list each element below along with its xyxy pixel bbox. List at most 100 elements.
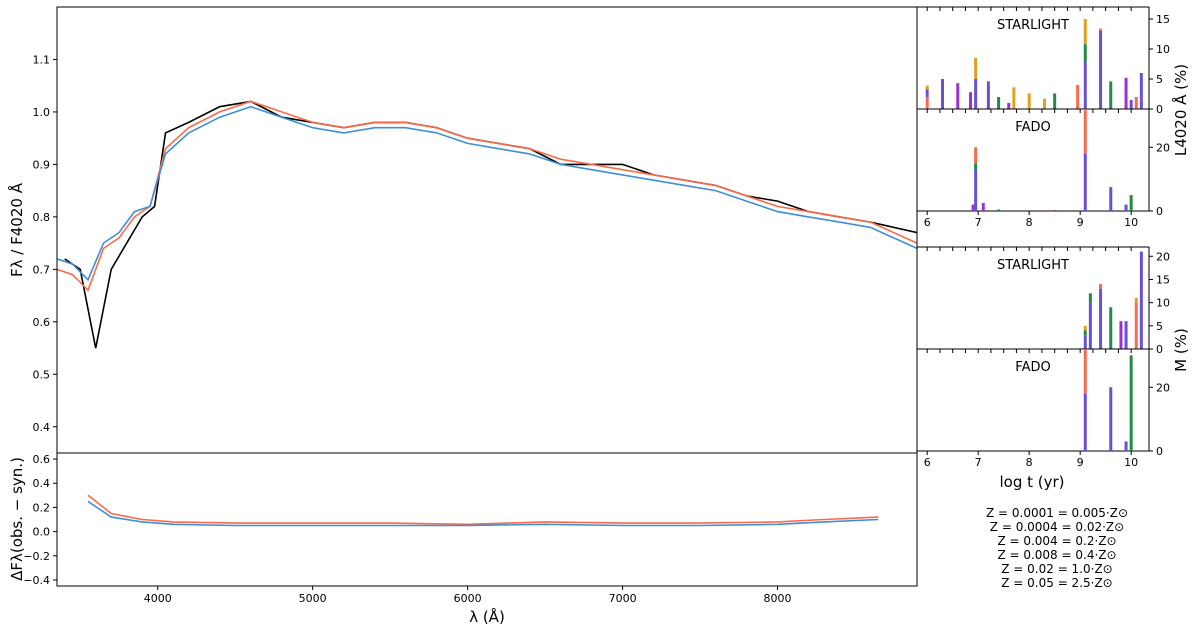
light-starlight-panel: 0 5 10 15 STARLIGHT bbox=[916, 6, 1170, 116]
bar-segment bbox=[1083, 19, 1087, 45]
spectrum-panel: 0.4 0.5 0.6 0.7 0.8 0.9 1.0 1.1 Fλ / F4020 Å bbox=[7, 6, 918, 454]
y-tick-label: −0.2 bbox=[23, 550, 50, 563]
bar-segment bbox=[1007, 103, 1011, 109]
series-line-observed bbox=[64, 100, 917, 349]
bar-segment bbox=[971, 204, 975, 211]
y-tick-label: 15 bbox=[1156, 273, 1170, 286]
spectrum-y-ticks: 0.4 0.5 0.6 0.7 0.8 0.9 1.0 1.1 bbox=[33, 53, 57, 434]
x-tick-label: 6 bbox=[924, 456, 931, 469]
bar-segment bbox=[974, 147, 978, 164]
bar-segment bbox=[1134, 97, 1138, 109]
residual-y-ticks: −0.4 −0.2 0.0 0.2 0.4 0.6 bbox=[23, 453, 57, 587]
bar-segment bbox=[1124, 441, 1128, 451]
residual-panel: −0.4 −0.2 0.0 0.2 0.4 0.6 4000 5000 6000 7000 800… bbox=[8, 452, 918, 626]
x-tick-label: 6 bbox=[924, 216, 931, 229]
series-line-starlight bbox=[57, 100, 917, 292]
y-tick-label: 0.4 bbox=[33, 477, 51, 490]
panel-frame bbox=[916, 348, 1150, 452]
bar-segment bbox=[1088, 302, 1092, 349]
series-line-fado bbox=[57, 105, 917, 282]
bar-segment bbox=[925, 97, 929, 109]
bar-segment bbox=[997, 97, 1001, 109]
y-tick-label: 0.4 bbox=[33, 421, 51, 434]
age-axis-label: log t (yr) bbox=[999, 473, 1064, 491]
legend-entry-z02: Z = 0.02 = 1.0·Z⊙ bbox=[1001, 562, 1112, 576]
y-tick-label: 0.7 bbox=[33, 263, 51, 276]
bar-segment bbox=[1109, 187, 1113, 211]
bar-segment bbox=[1129, 355, 1133, 451]
x-tick-label: 8 bbox=[1026, 216, 1033, 229]
legend-entry-z008: Z = 0.008 = 0.4·Z⊙ bbox=[997, 548, 1116, 562]
bar-segment bbox=[1083, 153, 1087, 211]
bar-segment bbox=[1109, 81, 1113, 109]
y-tick-label: 5 bbox=[1156, 320, 1163, 333]
legend-entry-z05: Z = 0.05 = 2.5·Z⊙ bbox=[1001, 576, 1112, 590]
bar-segment bbox=[1124, 204, 1128, 211]
bar-segment bbox=[1109, 307, 1113, 349]
bar-segment bbox=[1083, 61, 1087, 109]
y-tick-label: 0 bbox=[1156, 205, 1163, 218]
y-tick-label: 5 bbox=[1156, 73, 1163, 86]
y-tick-label: 0 bbox=[1156, 103, 1163, 116]
bar-segment bbox=[1109, 387, 1113, 451]
bar-segment bbox=[1139, 251, 1143, 349]
bar-segment bbox=[1042, 98, 1046, 109]
bar-segment bbox=[1119, 321, 1123, 349]
y-tick-label: 1.0 bbox=[33, 106, 51, 119]
panel-title: STARLIGHT bbox=[997, 18, 1069, 33]
bar-segment bbox=[1099, 28, 1103, 31]
bar-segment bbox=[1134, 298, 1138, 303]
bar-segment bbox=[1124, 77, 1128, 109]
y-tick-label: 20 bbox=[1156, 141, 1170, 154]
legend-entry-z0004: Z = 0.0004 = 0.02·Z⊙ bbox=[990, 520, 1124, 534]
bar-segment bbox=[1139, 73, 1143, 109]
x-tick-label: 7 bbox=[975, 216, 982, 229]
series-line-fado bbox=[87, 500, 879, 527]
bar-segment bbox=[925, 89, 929, 97]
x-tick-label: 8 bbox=[1026, 456, 1033, 469]
mass-fraction-axis-label: M (%) bbox=[1172, 328, 1190, 372]
bar-segment bbox=[1083, 335, 1087, 349]
bar-segment bbox=[1129, 195, 1133, 211]
y-tick-label: 0.6 bbox=[33, 453, 51, 466]
bar-segment bbox=[1134, 302, 1138, 349]
bar-segment bbox=[974, 169, 978, 211]
bar-segment bbox=[974, 58, 978, 79]
spectrum-lines bbox=[57, 100, 917, 349]
bar-segment bbox=[925, 85, 929, 90]
panel-title: FADO bbox=[1015, 120, 1050, 135]
bar-segment bbox=[1099, 284, 1103, 289]
panel-frame bbox=[916, 108, 1150, 212]
bar-segment bbox=[1129, 100, 1133, 109]
bar-segment bbox=[1053, 93, 1057, 109]
bar-segment bbox=[997, 209, 1001, 211]
y-tick-label: 0.5 bbox=[33, 368, 51, 381]
bar-segment bbox=[1083, 349, 1087, 394]
residual-x-ticks: 4000 5000 6000 7000 8000 bbox=[144, 586, 792, 605]
y-tick-label: 20 bbox=[1156, 381, 1170, 394]
bar-segment bbox=[1124, 321, 1128, 349]
panel-title: FADO bbox=[1015, 360, 1050, 375]
y-tick-label: 0.0 bbox=[33, 526, 51, 539]
bar-segment bbox=[1083, 109, 1087, 154]
panel-title: STARLIGHT bbox=[997, 258, 1069, 273]
bar-segment bbox=[1027, 93, 1031, 109]
bar-segment bbox=[1099, 31, 1103, 109]
series-line-starlight bbox=[87, 494, 879, 526]
spectrum-y-axis-label: Fλ / F4020 Å bbox=[7, 182, 26, 277]
wavelength-axis-label: λ (Å) bbox=[469, 607, 505, 626]
x-tick-label: 7000 bbox=[609, 592, 637, 605]
mass-fado-panel: 0 20 6 7 8 9 10 FADO bbox=[916, 348, 1170, 469]
y-tick-label: 10 bbox=[1156, 43, 1170, 56]
y-tick-label: 20 bbox=[1156, 250, 1170, 263]
bar-segment bbox=[1012, 87, 1016, 109]
bar-segment bbox=[956, 83, 960, 109]
mass-starlight-panel: 0 5 10 15 20 STARLIGHT bbox=[916, 246, 1170, 356]
bar-segment bbox=[940, 79, 944, 109]
y-tick-label: 0.9 bbox=[33, 158, 51, 171]
x-tick-label: 7 bbox=[975, 456, 982, 469]
y-tick-label: 0 bbox=[1156, 445, 1163, 458]
residual-lines bbox=[87, 494, 879, 527]
y-tick-label: 1.1 bbox=[33, 53, 51, 66]
